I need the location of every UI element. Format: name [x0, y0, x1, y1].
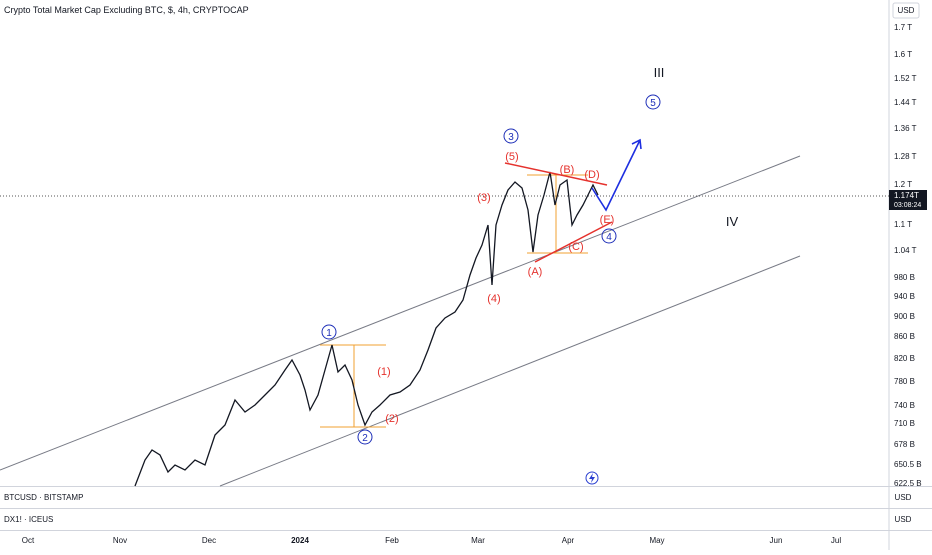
- wave-label: (3): [477, 192, 490, 204]
- pane-symbol: BTCUSD · BITSTAMP: [4, 493, 83, 502]
- pane-unit: USD: [895, 515, 912, 524]
- wave-label: (E): [600, 214, 615, 226]
- wave-label: 1: [326, 328, 332, 339]
- pane-unit: USD: [895, 493, 912, 502]
- price-label: 1.6 T: [894, 50, 912, 59]
- price-label: 650.5 B: [894, 460, 922, 469]
- wave-label: (A): [528, 266, 543, 278]
- time-label: Dec: [202, 536, 216, 545]
- price-label: 980 B: [894, 273, 915, 282]
- projection-arrow: [591, 139, 641, 212]
- wave-label: 5: [650, 98, 656, 109]
- wave-degree: IV: [726, 214, 739, 229]
- price-label: 860 B: [894, 332, 915, 341]
- time-axis: Oct Nov Dec 2024 Feb Mar Apr May Jun Jul: [22, 536, 842, 545]
- wave-circles: [321, 94, 661, 445]
- price-label: 900 B: [894, 312, 915, 321]
- time-label: Nov: [113, 536, 127, 545]
- time-label: Feb: [385, 536, 399, 545]
- price-label: 1.52 T: [894, 74, 917, 83]
- price-label: 820 B: [894, 354, 915, 363]
- price-label: 1.44 T: [894, 98, 917, 107]
- price-axis: 1.7 T 1.6 T 1.52 T 1.44 T 1.36 T 1.28 T 1.2 T 1…: [894, 23, 922, 488]
- wave-label: (D): [584, 169, 599, 181]
- current-price: 1.174T: [894, 191, 919, 200]
- price-label: 622.5 B: [894, 479, 922, 488]
- price-label: 1.7 T: [894, 23, 912, 32]
- price-label: 780 B: [894, 377, 915, 386]
- price-label: 740 B: [894, 401, 915, 410]
- price-label: 1.1 T: [894, 220, 912, 229]
- wave-label: (4): [487, 293, 500, 305]
- price-label: 710 B: [894, 419, 915, 428]
- wave-label: (1): [377, 366, 390, 378]
- wave-label: 3: [508, 132, 514, 143]
- wave-label: (2): [385, 413, 398, 425]
- current-price-tag: [889, 190, 927, 210]
- channel-upper: [0, 155, 801, 471]
- price-label: 1.2 T: [894, 180, 912, 189]
- countdown: 03:08:24: [894, 202, 921, 209]
- wave-degree: III: [654, 65, 665, 80]
- price-label: 1.04 T: [894, 246, 917, 255]
- event-icon-bolt: [589, 473, 595, 483]
- wave-label: (5): [505, 151, 518, 163]
- price-label: 1.28 T: [894, 152, 917, 161]
- time-label: May: [649, 536, 664, 545]
- triangle-upper: [504, 162, 608, 186]
- event-icon[interactable]: [585, 471, 599, 485]
- time-label: Oct: [22, 536, 35, 545]
- unit-label: USD: [898, 6, 915, 15]
- wave-label: 2: [362, 433, 368, 444]
- price-series: [134, 171, 599, 487]
- time-label: Jun: [770, 536, 783, 545]
- unit-button[interactable]: [892, 2, 920, 19]
- time-label: Mar: [471, 536, 485, 545]
- wave-label: 4: [606, 232, 612, 243]
- triangle-lower: [534, 221, 613, 263]
- chart-title: Crypto Total Market Cap Excluding BTC, $…: [4, 5, 249, 15]
- wave-label: (B): [560, 164, 575, 176]
- wave-label: (C): [568, 241, 583, 253]
- time-label: Jul: [831, 536, 841, 545]
- pane-symbol: DX1! · ICEUS: [4, 515, 53, 524]
- time-label: 2024: [291, 536, 309, 545]
- price-label: 940 B: [894, 292, 915, 301]
- time-label: Apr: [562, 536, 575, 545]
- price-label: 678 B: [894, 440, 915, 449]
- channel-lower: [219, 255, 801, 487]
- price-label: 1.36 T: [894, 124, 917, 133]
- arrow-head: [631, 138, 642, 150]
